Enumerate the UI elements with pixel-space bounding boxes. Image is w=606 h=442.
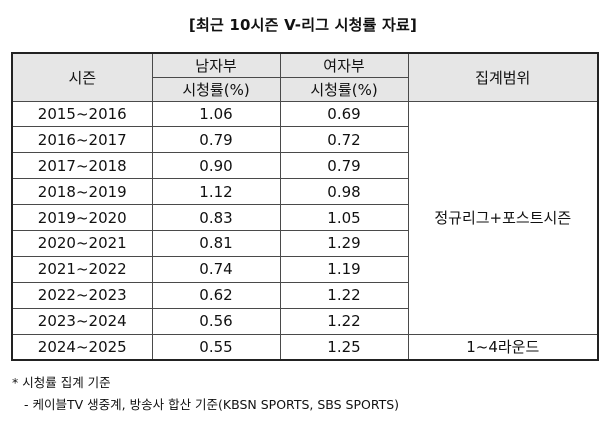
men-rating-cell: 0.83 — [151, 204, 281, 231]
header-season: 시즌 — [11, 52, 153, 102]
ratings-table: 시즌 남자부 여자부 집계범위 시청률(%) 시청률(%) 2015~2016 … — [11, 52, 599, 361]
table-row: 2016~2017 0.79 0.72 — [11, 126, 598, 154]
scope-cell-regular-post: 정규리그+포스트시즌 — [407, 100, 599, 335]
season-cell: 2020~2021 — [11, 229, 153, 257]
women-rating-cell: 0.79 — [279, 152, 409, 180]
men-rating-cell: 0.56 — [151, 307, 281, 335]
footnote-criteria: * 시청률 집계 기준 — [12, 375, 111, 390]
women-rating-cell: 1.22 — [279, 307, 409, 335]
men-rating-cell: 0.81 — [151, 229, 281, 257]
women-rating-cell: 0.69 — [279, 100, 409, 128]
page-title: [최근 10시즌 V-리그 시청률 자료] — [188, 16, 418, 34]
table-row: 2022~2023 0.62 1.22 — [11, 281, 598, 309]
men-rating-cell: 0.79 — [151, 126, 281, 154]
scope-cell-rounds: 1~4라운드 — [407, 333, 599, 361]
header-men-rating: 시청률(%) — [151, 76, 281, 102]
men-rating-cell: 1.12 — [151, 178, 281, 206]
footnote-detail: - 케이블TV 생중계, 방송사 합산 기준(KBSN SPORTS, SBS … — [24, 397, 400, 412]
men-rating-cell: 0.55 — [151, 333, 281, 361]
men-rating-cell: 0.74 — [151, 255, 281, 283]
table-row: 2021~2022 0.74 1.19 — [11, 255, 598, 283]
women-rating-cell: 1.05 — [279, 204, 409, 231]
women-rating-cell: 0.98 — [279, 178, 409, 206]
women-rating-cell: 1.19 — [279, 255, 409, 283]
season-cell: 2023~2024 — [11, 307, 153, 335]
women-rating-cell: 0.72 — [279, 126, 409, 154]
men-rating-cell: 1.06 — [151, 100, 281, 128]
season-cell: 2022~2023 — [11, 281, 153, 309]
women-rating-cell: 1.29 — [279, 229, 409, 257]
table-row: 2017~2018 0.90 0.79 — [11, 152, 598, 180]
table-row: 2018~2019 1.12 0.98 — [11, 178, 598, 206]
men-rating-cell: 0.90 — [151, 152, 281, 180]
table-row: 2023~2024 0.56 1.22 — [11, 307, 598, 335]
footnotes: * 시청률 집계 기준 - 케이블TV 생중계, 방송사 합산 기준(KBSN … — [12, 372, 399, 416]
table-row: 2024~2025 0.55 1.25 1~4라운드 — [11, 333, 599, 361]
season-cell: 2021~2022 — [11, 255, 153, 283]
header-scope: 집계범위 — [407, 52, 599, 102]
season-cell: 2017~2018 — [11, 152, 153, 180]
women-rating-cell: 1.25 — [279, 333, 409, 361]
season-cell: 2016~2017 — [11, 126, 153, 154]
women-rating-cell: 1.22 — [279, 281, 409, 309]
table-row: 2019~2020 0.83 1.05 — [11, 204, 598, 231]
header-men: 남자부 — [151, 52, 281, 78]
season-cell: 2019~2020 — [11, 204, 153, 231]
table-row: 2020~2021 0.81 1.29 — [11, 229, 598, 257]
season-cell: 2024~2025 — [11, 333, 153, 361]
header-women-rating: 시청률(%) — [279, 76, 409, 102]
table-row: 2015~2016 1.06 0.69 정규리그+포스트시즌 — [11, 100, 599, 335]
season-cell: 2015~2016 — [11, 100, 153, 128]
header-women: 여자부 — [279, 52, 409, 78]
season-cell: 2018~2019 — [11, 178, 153, 206]
men-rating-cell: 0.62 — [151, 281, 281, 309]
